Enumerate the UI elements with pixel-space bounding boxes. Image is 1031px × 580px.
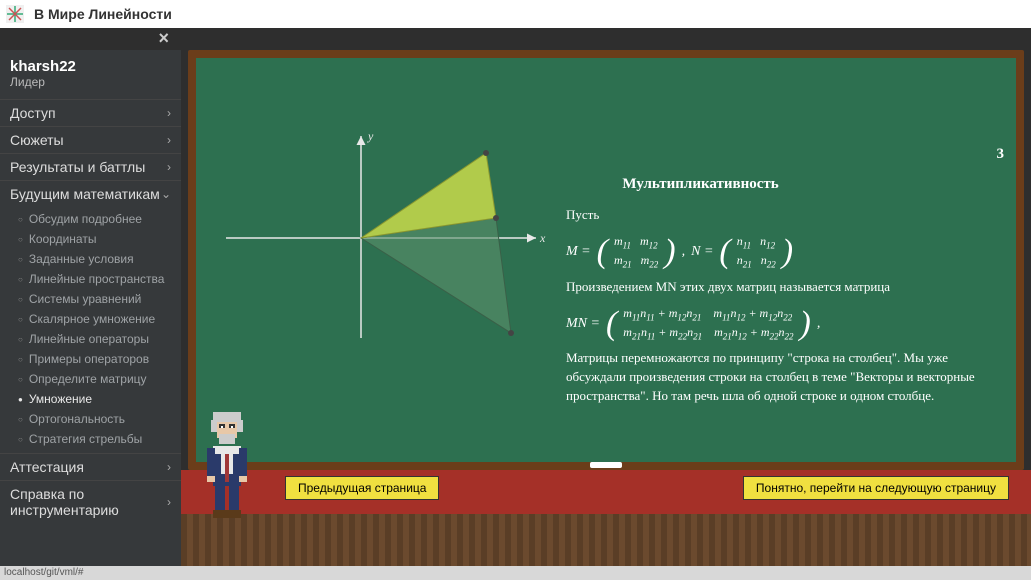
- sub-item-active[interactable]: Умножение: [0, 389, 181, 409]
- logo-icon: [6, 5, 24, 23]
- coordinate-axes: x y: [216, 128, 546, 358]
- username: kharsh22: [10, 58, 171, 75]
- status-url: localhost/git/vml/#: [4, 567, 83, 578]
- sub-items-list: Обсудим подробнее Координаты Заданные ус…: [0, 207, 181, 453]
- nav-section-future[interactable]: Будущим математикам ⌄: [0, 180, 181, 207]
- sub-item[interactable]: Линейные пространства: [0, 269, 181, 289]
- dirt: [181, 514, 1031, 566]
- sub-item[interactable]: Координаты: [0, 229, 181, 249]
- triangle-2: [361, 218, 511, 333]
- sub-item[interactable]: Обсудим подробнее: [0, 209, 181, 229]
- sidebar: kharsh22 Лидер Доступ › Сюжеты › Результ…: [0, 50, 181, 566]
- app-title: В Мире Линейности: [34, 6, 172, 22]
- nav-section-plots[interactable]: Сюжеты ›: [0, 126, 181, 153]
- user-block: kharsh22 Лидер: [0, 50, 181, 99]
- svg-text:x: x: [539, 231, 546, 245]
- chevron-right-icon: ›: [167, 495, 171, 509]
- close-icon[interactable]: ×: [152, 28, 175, 49]
- nav-label: Аттестация: [10, 459, 84, 475]
- explanation: Матрицы перемножаются по принципу "строк…: [566, 349, 998, 406]
- nav-label: Справка по инструментарию: [10, 486, 167, 518]
- sub-item[interactable]: Примеры операторов: [0, 349, 181, 369]
- nav-section-help[interactable]: Справка по инструментарию ›: [0, 480, 181, 523]
- lesson-body: Пусть M = ( m11 m12 m21 m22 ), N = ( n11…: [566, 206, 998, 414]
- next-page-button[interactable]: Понятно, перейти на следующую страницу: [743, 476, 1009, 500]
- topbar: ×: [0, 28, 1031, 50]
- nav-section-access[interactable]: Доступ ›: [0, 99, 181, 126]
- matrix-product: MN = ( m11n11 + m12n21 m11n12 + m12n22 m…: [566, 305, 998, 344]
- sub-item[interactable]: Заданные условия: [0, 249, 181, 269]
- sub-item[interactable]: Определите матрицу: [0, 369, 181, 389]
- nav-section-results[interactable]: Результаты и баттлы ›: [0, 153, 181, 180]
- chevron-right-icon: ›: [167, 160, 171, 174]
- product-intro: Произведением MN этих двух матриц называ…: [566, 278, 998, 297]
- user-role: Лидер: [10, 75, 171, 89]
- lesson-title: Мультипликативность: [622, 176, 778, 193]
- nav-section-attest[interactable]: Аттестация ›: [0, 453, 181, 480]
- chevron-down-icon: ⌄: [161, 187, 171, 201]
- page-number: 3: [997, 146, 1005, 163]
- chevron-right-icon: ›: [167, 106, 171, 120]
- content-area: 3 Мультипликативность x y Пусть: [181, 50, 1031, 566]
- nav-label: Доступ: [10, 105, 56, 121]
- nav-label: Сюжеты: [10, 132, 64, 148]
- sub-item[interactable]: Ортогональность: [0, 409, 181, 429]
- sub-item[interactable]: Стратегия стрельбы: [0, 429, 181, 449]
- chevron-right-icon: ›: [167, 460, 171, 474]
- sub-item[interactable]: Скалярное умножение: [0, 309, 181, 329]
- svg-text:y: y: [367, 129, 374, 143]
- nav-label: Результаты и баттлы: [10, 159, 145, 175]
- chevron-right-icon: ›: [167, 133, 171, 147]
- matrix-definition: M = ( m11 m12 m21 m22 ), N = ( n11 n12 n…: [566, 233, 998, 272]
- sub-item[interactable]: Системы уравнений: [0, 289, 181, 309]
- chalkboard: 3 Мультипликативность x y Пусть: [188, 50, 1024, 470]
- professor-character: [199, 398, 255, 518]
- status-bar: localhost/git/vml/#: [0, 566, 1031, 580]
- prev-page-button[interactable]: Предыдущая страница: [285, 476, 439, 500]
- app-header: В Мире Линейности: [0, 0, 1031, 28]
- chalk-tray: [590, 462, 622, 468]
- sub-item[interactable]: Линейные операторы: [0, 329, 181, 349]
- intro-text: Пусть: [566, 206, 998, 225]
- nav-label: Будущим математикам: [10, 186, 160, 202]
